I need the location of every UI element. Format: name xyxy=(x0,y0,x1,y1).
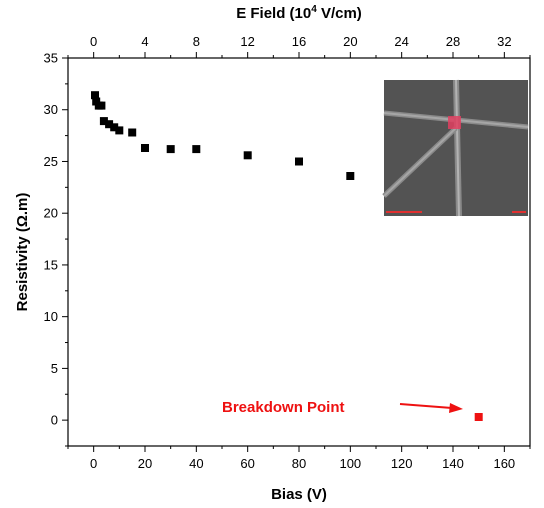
data-point xyxy=(97,101,106,110)
top-tick-label: 0 xyxy=(90,34,97,49)
top-tick-label: 12 xyxy=(240,34,254,49)
data-points xyxy=(91,91,483,421)
data-point xyxy=(110,123,119,132)
nanowire-micrograph-icon xyxy=(382,79,529,217)
data-point xyxy=(105,120,114,129)
data-point xyxy=(141,144,149,152)
top-tick-label: 20 xyxy=(343,34,357,49)
axis-tick-labels: 0 20 40 60 80 100 120 140 160 0 4 8 12 16 20 24 28 32 0 5 10… xyxy=(44,34,516,471)
y-tick-label: 20 xyxy=(44,206,58,221)
x-tick-label: 0 xyxy=(90,456,97,471)
top-tick-label: 16 xyxy=(292,34,306,49)
x-tick-label: 160 xyxy=(493,456,515,471)
x-tick-label: 60 xyxy=(240,456,254,471)
x-tick-label: 120 xyxy=(391,456,413,471)
x-tick-label: 100 xyxy=(339,456,361,471)
data-point xyxy=(243,151,252,160)
y-tick-label: 35 xyxy=(44,51,58,66)
y-tick-label: 5 xyxy=(51,361,58,376)
data-point xyxy=(91,91,99,100)
top-tick-label: 8 xyxy=(193,34,200,49)
data-point xyxy=(166,145,175,154)
breakdown-point xyxy=(474,413,483,421)
y-tick-label: 25 xyxy=(44,154,58,169)
data-point xyxy=(92,97,101,106)
x-axis-title: Bias (V) xyxy=(271,486,327,503)
x-tick-label: 80 xyxy=(292,456,306,471)
top-tick-label: 24 xyxy=(394,34,408,49)
y-tick-label: 10 xyxy=(44,309,58,324)
breakdown-annotation: Breakdown Point xyxy=(222,399,345,416)
top-tick-label: 32 xyxy=(497,34,511,49)
axis-ticks xyxy=(62,52,531,452)
data-point xyxy=(295,157,303,166)
data-point xyxy=(346,172,355,180)
y-tick-label: 30 xyxy=(44,102,58,117)
y-tick-label: 0 xyxy=(51,413,58,428)
breakdown-arrowhead xyxy=(449,403,463,413)
inset-highlight xyxy=(448,116,461,129)
top-axis-title: E Field (104 V/cm) xyxy=(236,4,362,22)
x-tick-label: 40 xyxy=(189,456,203,471)
data-point xyxy=(128,128,137,137)
breakdown-arrow xyxy=(399,403,453,409)
y-axis-title: Resistivity (Ω.m) xyxy=(14,193,31,312)
data-point xyxy=(192,145,201,154)
data-point xyxy=(115,126,124,135)
top-tick-label: 28 xyxy=(446,34,460,49)
top-tick-label: 4 xyxy=(141,34,148,49)
y-tick-label: 15 xyxy=(44,257,58,272)
data-point xyxy=(99,117,108,126)
x-tick-label: 20 xyxy=(138,456,152,471)
x-tick-label: 140 xyxy=(442,456,464,471)
